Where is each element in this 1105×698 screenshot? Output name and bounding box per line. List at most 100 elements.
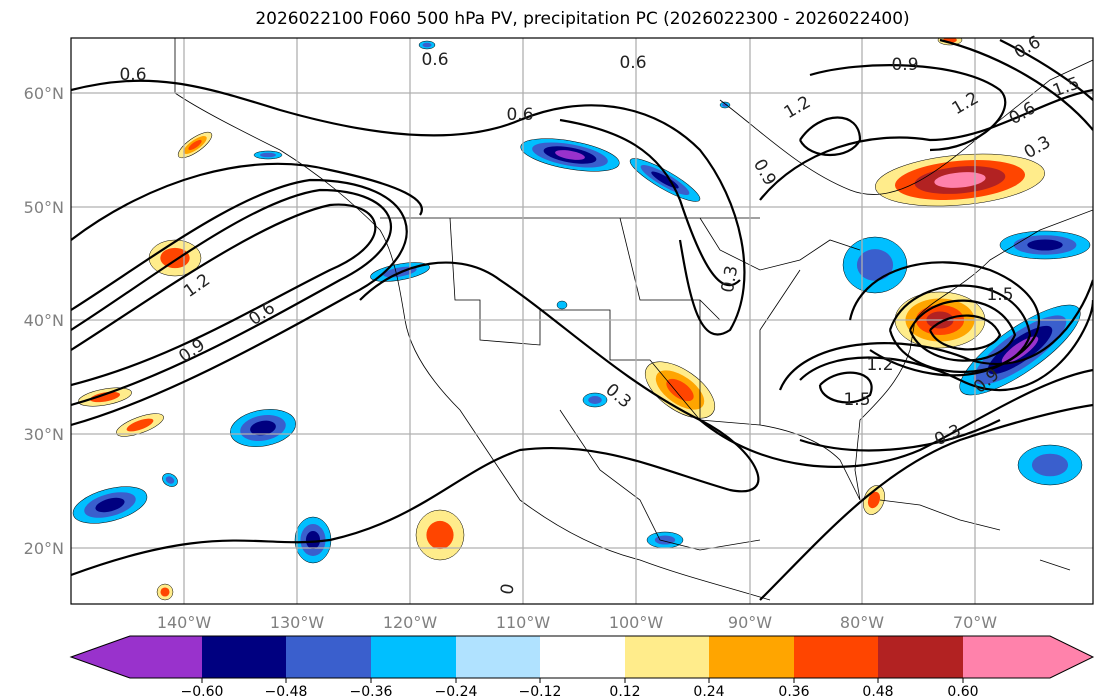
colorbar-tick-label: 0.12 [609, 684, 640, 698]
longitude-label: 130°W [270, 613, 325, 632]
coastline-segment [559, 409, 761, 551]
longitude-label: 110°W [496, 613, 551, 632]
colorbar-segment [286, 636, 371, 678]
colorbar-extend-max [963, 636, 1093, 678]
pv-contour-line [888, 284, 1032, 373]
precipitation-area [426, 520, 454, 550]
coastline-segment [759, 269, 801, 425]
pv-contour-line [799, 116, 862, 157]
coastline-segment [619, 217, 721, 321]
pv-contour-line [908, 299, 1017, 362]
latitude-label: 20°N [24, 539, 64, 558]
pv-contour-line [71, 162, 423, 241]
contour-label: 0.6 [506, 105, 533, 125]
colorbar-segment [371, 636, 456, 678]
colorbar-segment [625, 636, 709, 678]
colorbar-outline [69, 635, 1095, 679]
precipitation-area [588, 396, 602, 404]
pv-contour-line [71, 203, 377, 387]
precipitation-area [1031, 453, 1069, 477]
pv-contours [71, 38, 1093, 601]
pv-contour-line [71, 178, 408, 427]
contour-label: 0.9 [891, 55, 918, 75]
colorbar-segment [878, 636, 963, 678]
precipitation-area [260, 152, 276, 158]
precipitation-area [126, 418, 154, 432]
precipitation-area [1027, 239, 1063, 251]
precipitation-area [856, 249, 894, 281]
contour-label: 0.9 [175, 335, 209, 367]
graticule [71, 38, 1093, 604]
precipitation-area [666, 378, 694, 402]
precipitation-area [867, 491, 881, 509]
colorbar-segment [794, 636, 878, 678]
pv-contour-line [809, 64, 1007, 152]
pv-contour-line [699, 368, 1093, 468]
pv-contour-line [71, 261, 760, 577]
colorbar-tick-label: −0.24 [435, 684, 478, 698]
pv-contour-line [759, 403, 1093, 601]
contour-label: 0.3 [931, 421, 964, 451]
longitude-label: 120°W [383, 613, 438, 632]
longitude-label: 100°W [609, 613, 664, 632]
precipitation-area [250, 420, 276, 436]
contour-label: 0.6 [421, 50, 448, 70]
colorbar-segment [709, 636, 794, 678]
coastline-segment [879, 499, 1071, 571]
contour-label: 1.5 [986, 285, 1013, 305]
contour-label: 1.2 [781, 92, 814, 123]
pv-contour-line [71, 188, 392, 407]
longitude-label: 140°W [157, 613, 212, 632]
latitude-labels: 60°N 50°N 40°N 30°N 20°N [24, 84, 64, 558]
contour-label: 0.3 [601, 380, 635, 413]
pv-contour-line [939, 38, 1093, 131]
colorbar-tick-label: 0.36 [778, 684, 809, 698]
precipitation-area [305, 530, 321, 550]
coastline-segment [699, 217, 861, 271]
pv-contour-line [848, 261, 1041, 377]
colorbar-tick-label: −0.60 [181, 684, 224, 698]
map-frame [70, 37, 1094, 605]
coastline-segment [759, 209, 1093, 501]
longitude-label: 80°W [840, 613, 884, 632]
latitude-label: 40°N [24, 311, 64, 330]
contour-label: 0.6 [245, 298, 279, 330]
colorbar-tick-label: 0.60 [947, 684, 978, 698]
contour-label: 0.3 [1021, 132, 1054, 163]
pv-contour-line [818, 371, 873, 404]
pv-contour-line [559, 118, 741, 287]
precipitation-area [722, 103, 728, 107]
latitude-label: 30°N [24, 425, 64, 444]
precipitation-area [160, 247, 190, 269]
precipitation-area [422, 42, 432, 48]
precipitation-area [188, 139, 202, 151]
pv-contour-line [71, 79, 746, 336]
precipitation-area [89, 391, 121, 403]
precipitation-shading [72, 38, 1091, 601]
precipitation-area [556, 300, 568, 310]
precipitation-area [165, 476, 175, 484]
pv-contour-line [799, 419, 1001, 452]
colorbar-tick-label: −0.12 [519, 684, 562, 698]
precipitation-area [555, 150, 585, 160]
latitude-label: 60°N [24, 84, 64, 103]
contour-label: 1.2 [866, 355, 893, 375]
colorbar: −0.60 −0.48 −0.36 −0.24 −0.12 0.12 0.24 0.36 0.4… [69, 635, 1095, 698]
coastline-segment [719, 59, 1093, 195]
colorbar-segment [456, 636, 540, 678]
precipitation-area [934, 172, 986, 188]
pv-contour-line [928, 314, 1002, 351]
colorbar-tick-label: −0.48 [265, 684, 308, 698]
coastline-segment [174, 92, 771, 601]
colorbar-segment [202, 636, 286, 678]
contour-label: 0.6 [1006, 98, 1039, 129]
colorbar-tick-label: 0.24 [693, 684, 724, 698]
latitude-label: 50°N [24, 198, 64, 217]
plot-title: 2026022100 F060 500 hPa PV, precipitatio… [255, 9, 910, 29]
contour-label: 0 [497, 582, 519, 596]
precipitation-area [160, 587, 170, 597]
coastline-segment [174, 38, 411, 94]
pv-contour-line [799, 299, 1093, 392]
